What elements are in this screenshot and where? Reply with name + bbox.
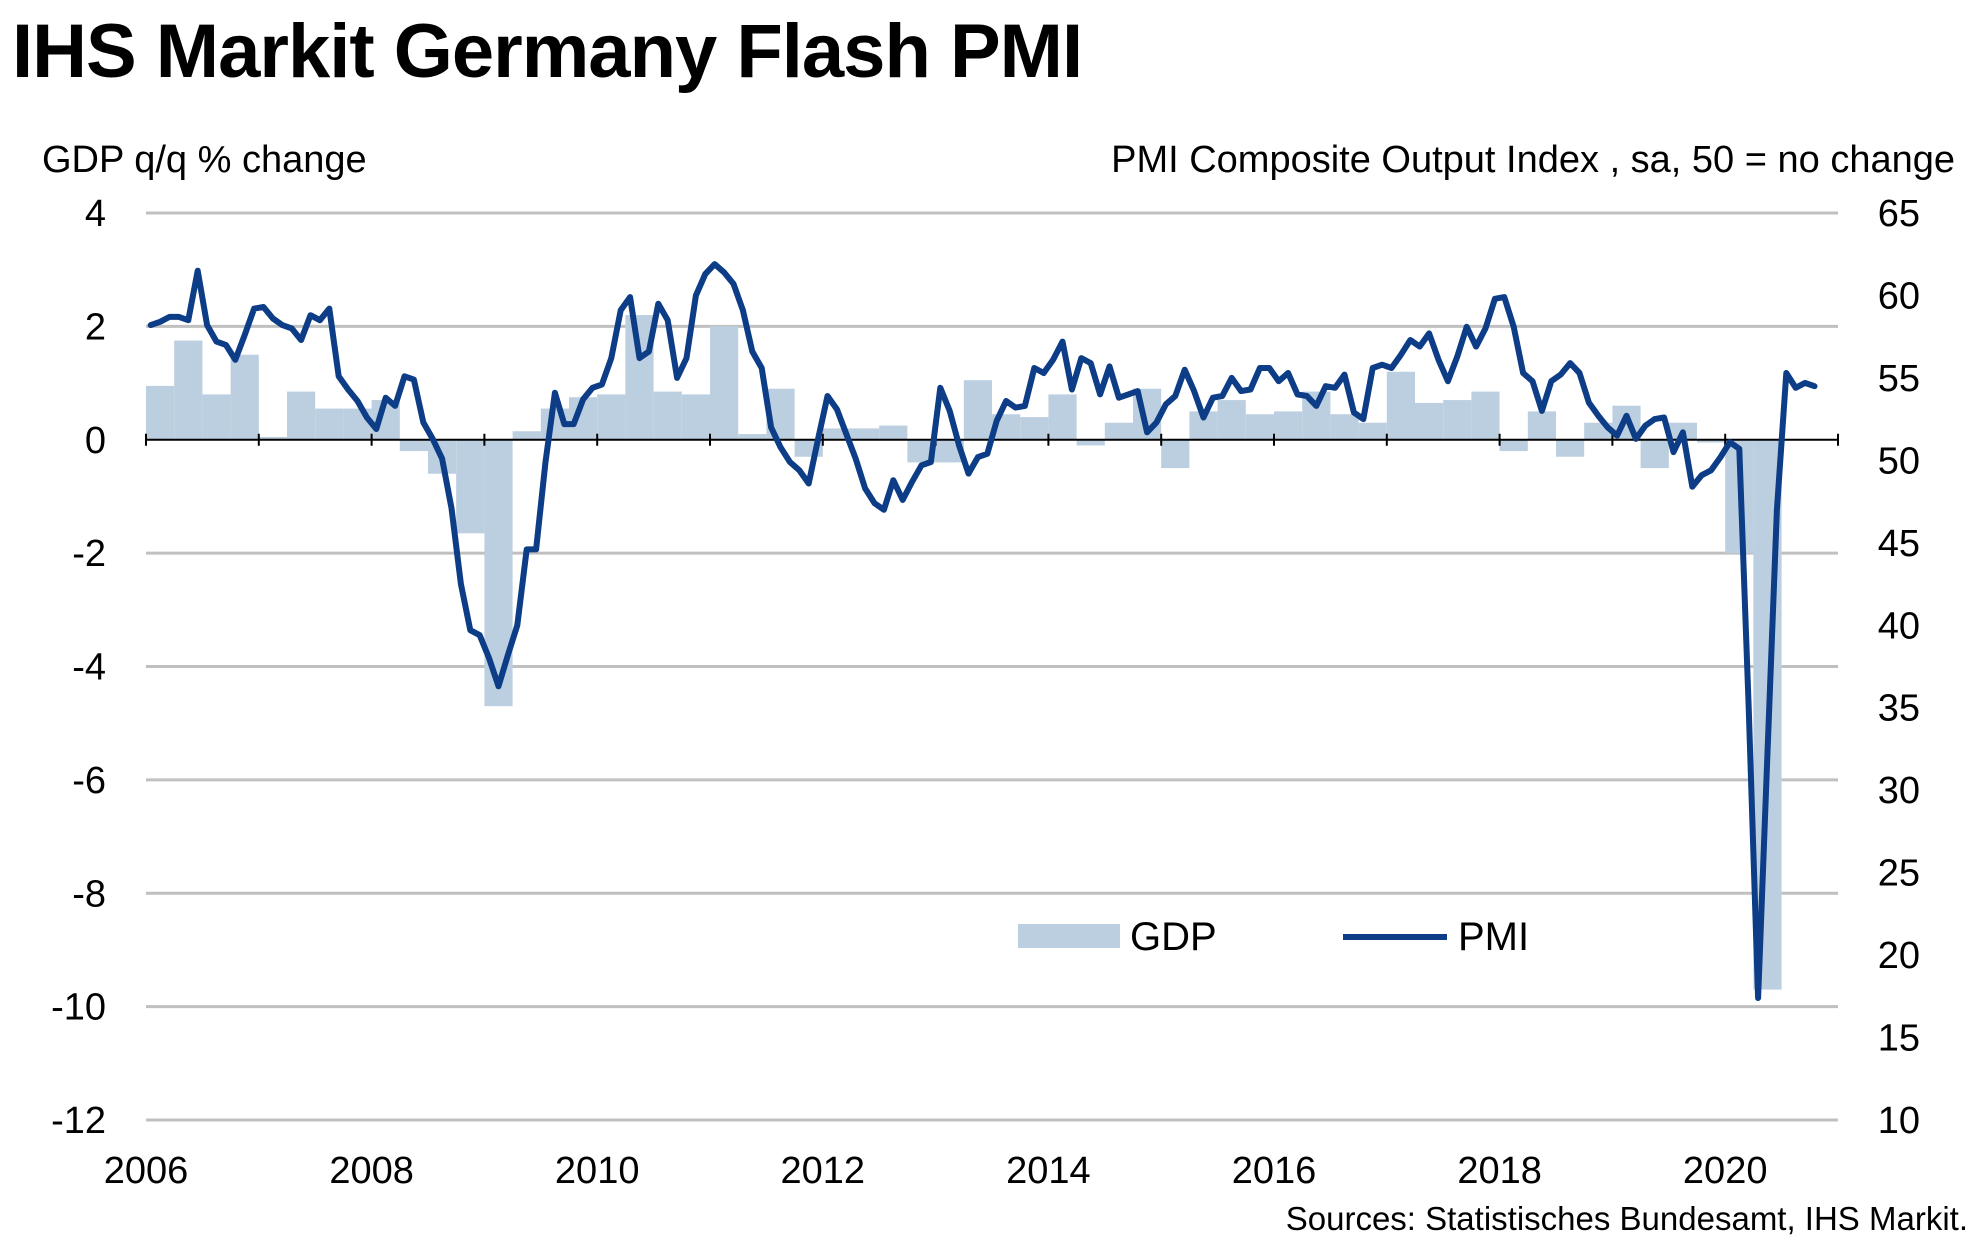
x-axis-ticks: 2006 2008 2010 2012 2014 2016 2018 2020 (104, 1150, 1768, 1192)
right-tick-label: 55 (1878, 358, 1920, 400)
left-tick-label: -4 (72, 647, 106, 689)
legend-pmi-label: PMI (1458, 915, 1529, 959)
gdp-bar (1556, 439, 1585, 457)
gdp-bar (1020, 417, 1049, 440)
pmi-line (147, 261, 1818, 1001)
gdp-bar (258, 436, 287, 440)
left-tick-label: 0 (85, 420, 106, 462)
left-tick-label: -12 (51, 1100, 106, 1142)
right-tick-label: 40 (1878, 605, 1920, 647)
x-tick-label: 2020 (1683, 1150, 1768, 1192)
gdp-bar (1386, 371, 1415, 440)
gdp-bar (202, 394, 231, 440)
right-tick-label: 50 (1878, 440, 1920, 482)
left-tick-label: -6 (72, 760, 106, 802)
chart-title: IHS Markit Germany Flash PMI (12, 9, 1083, 94)
right-tick-label: 25 (1878, 853, 1920, 895)
gdp-bar (287, 391, 316, 440)
right-tick-label: 35 (1878, 688, 1920, 730)
gdp-bars (146, 315, 1782, 990)
gdp-bar (1415, 402, 1444, 440)
gdp-bar (1499, 439, 1528, 452)
gdp-bar (963, 380, 992, 440)
gdp-bar (230, 354, 259, 440)
gdp-bar (1245, 414, 1274, 440)
x-tick-label: 2014 (1006, 1150, 1091, 1192)
gridlines (146, 211, 1838, 1122)
left-tick-label: 2 (85, 306, 106, 348)
gdp-bar (681, 394, 710, 440)
legend-gdp-swatch (1018, 924, 1120, 948)
gdp-bar (1104, 422, 1133, 440)
left-axis-label: GDP q/q % change (42, 139, 367, 181)
right-tick-label: 15 (1878, 1018, 1920, 1060)
gdp-bar (1640, 439, 1669, 469)
gdp-bar (1330, 414, 1359, 440)
pmi-line-group (147, 261, 1818, 1001)
gdp-bar (174, 340, 203, 440)
x-tick-label: 2006 (104, 1150, 189, 1192)
legend-gdp-label: GDP (1130, 915, 1217, 959)
left-tick-label: -10 (51, 987, 106, 1029)
gdp-bar (315, 408, 344, 440)
right-tick-label: 30 (1878, 770, 1920, 812)
gdp-bar (738, 434, 767, 440)
gdp-bar (879, 425, 908, 440)
gdp-bar (1161, 439, 1190, 469)
x-tick-label: 2018 (1457, 1150, 1542, 1192)
gdp-bar (1471, 391, 1500, 440)
gdp-bar (822, 428, 851, 440)
gdp-bar (1697, 439, 1726, 443)
gdp-bar (512, 431, 541, 440)
left-tick-label: -2 (72, 533, 106, 575)
right-tick-label: 65 (1878, 193, 1920, 235)
gdp-bar (146, 385, 175, 440)
gdp-bar (625, 315, 654, 440)
gdp-bar (597, 394, 626, 440)
left-axis-ticks: 4 2 0 -2 -4 -6 -8 -10 -12 (51, 193, 106, 1142)
right-axis-label: PMI Composite Output Index , sa, 50 = no… (1111, 139, 1955, 181)
right-tick-label: 10 (1878, 1100, 1920, 1142)
gdp-bar (1527, 411, 1556, 440)
x-tick-label: 2012 (781, 1150, 866, 1192)
gdp-bar (1217, 400, 1246, 440)
gdp-bar (1358, 422, 1387, 440)
gdp-bar (399, 439, 428, 452)
gdp-bar (456, 439, 485, 534)
x-tick-label: 2016 (1232, 1150, 1317, 1192)
gdp-bar (710, 326, 739, 440)
source-note: Sources: Statistisches Bundesamt, IHS Ma… (1286, 1200, 1968, 1237)
right-tick-label: 20 (1878, 935, 1920, 977)
right-tick-label: 45 (1878, 523, 1920, 565)
gdp-bar (653, 391, 682, 440)
gdp-bar (851, 428, 880, 440)
x-tick-label: 2010 (555, 1150, 640, 1192)
legend: GDP PMI (1018, 915, 1529, 959)
left-tick-label: -8 (72, 873, 106, 915)
x-tick-label: 2008 (329, 1150, 414, 1192)
gdp-bar (1048, 394, 1077, 440)
gdp-bar (1076, 439, 1105, 446)
gdp-bar (1443, 400, 1472, 440)
left-tick-label: 4 (85, 193, 106, 235)
right-tick-label: 60 (1878, 275, 1920, 317)
gdp-bar (1274, 411, 1303, 440)
right-axis-ticks: 65 60 55 50 45 40 35 30 25 20 15 10 (1878, 193, 1920, 1142)
